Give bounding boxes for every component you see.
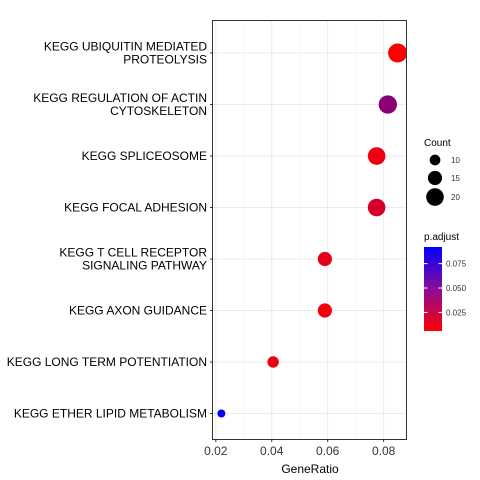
size-legend-key (429, 154, 441, 166)
color-bar (424, 247, 442, 331)
panel-border (212, 20, 407, 440)
y-tick-label: KEGG AXON GUIDANCE (69, 304, 207, 318)
data-point (367, 198, 386, 217)
size-legend-label: 15 (451, 174, 460, 183)
data-point (378, 95, 397, 114)
color-legend-title: p.adjust (424, 232, 459, 243)
x-tick-label: 0.08 (372, 444, 396, 458)
data-points (217, 43, 408, 418)
data-point (317, 251, 332, 267)
x-axis: 0.02 0.04 0.06 0.08 (204, 439, 396, 458)
x-tick-label: 0.06 (316, 444, 340, 458)
size-legend: Count 10 15 20 (424, 138, 460, 206)
panel-background (213, 21, 406, 439)
y-tick-label: KEGG LONG TERM POTENTIATION (7, 355, 207, 369)
data-point (267, 356, 279, 368)
size-legend-title: Count (424, 138, 451, 149)
y-tick-label: KEGG UBIQUITIN MEDIATED PROTEOLYSIS (44, 40, 207, 67)
color-legend-label: 0.025 (446, 308, 467, 317)
y-axis-labels: KEGG UBIQUITIN MEDIATED PROTEOLYSIS KEGG R… (7, 40, 213, 421)
size-legend-key (427, 170, 443, 186)
x-tick-label: 0.02 (204, 444, 228, 458)
data-point (317, 303, 332, 318)
size-legend-label: 10 (451, 156, 460, 165)
y-tick-label: KEGG T CELL RECEPTOR SIGNALING PATHWAY (59, 246, 207, 273)
color-legend: p.adjust 0.025 0.050 0.075 (424, 232, 467, 331)
x-tick-label: 0.04 (260, 444, 284, 458)
data-point (217, 409, 226, 418)
y-tick-label: KEGG ETHER LIPID METABOLISM (14, 407, 207, 421)
data-point (367, 147, 386, 165)
y-tick-label: KEGG REGULATION OF ACTIN CYTOSKELETON (33, 91, 207, 118)
size-legend-label: 20 (451, 193, 460, 202)
grid (213, 21, 406, 439)
color-legend-label: 0.075 (446, 260, 467, 269)
x-axis-title: GeneRatio (281, 462, 339, 476)
size-legend-key (426, 188, 444, 206)
color-legend-label: 0.050 (446, 284, 467, 293)
y-tick-label: KEGG FOCAL ADHESION (64, 201, 207, 215)
data-point (388, 43, 408, 63)
y-tick-label: KEGG SPLICEOSOME (82, 149, 207, 163)
